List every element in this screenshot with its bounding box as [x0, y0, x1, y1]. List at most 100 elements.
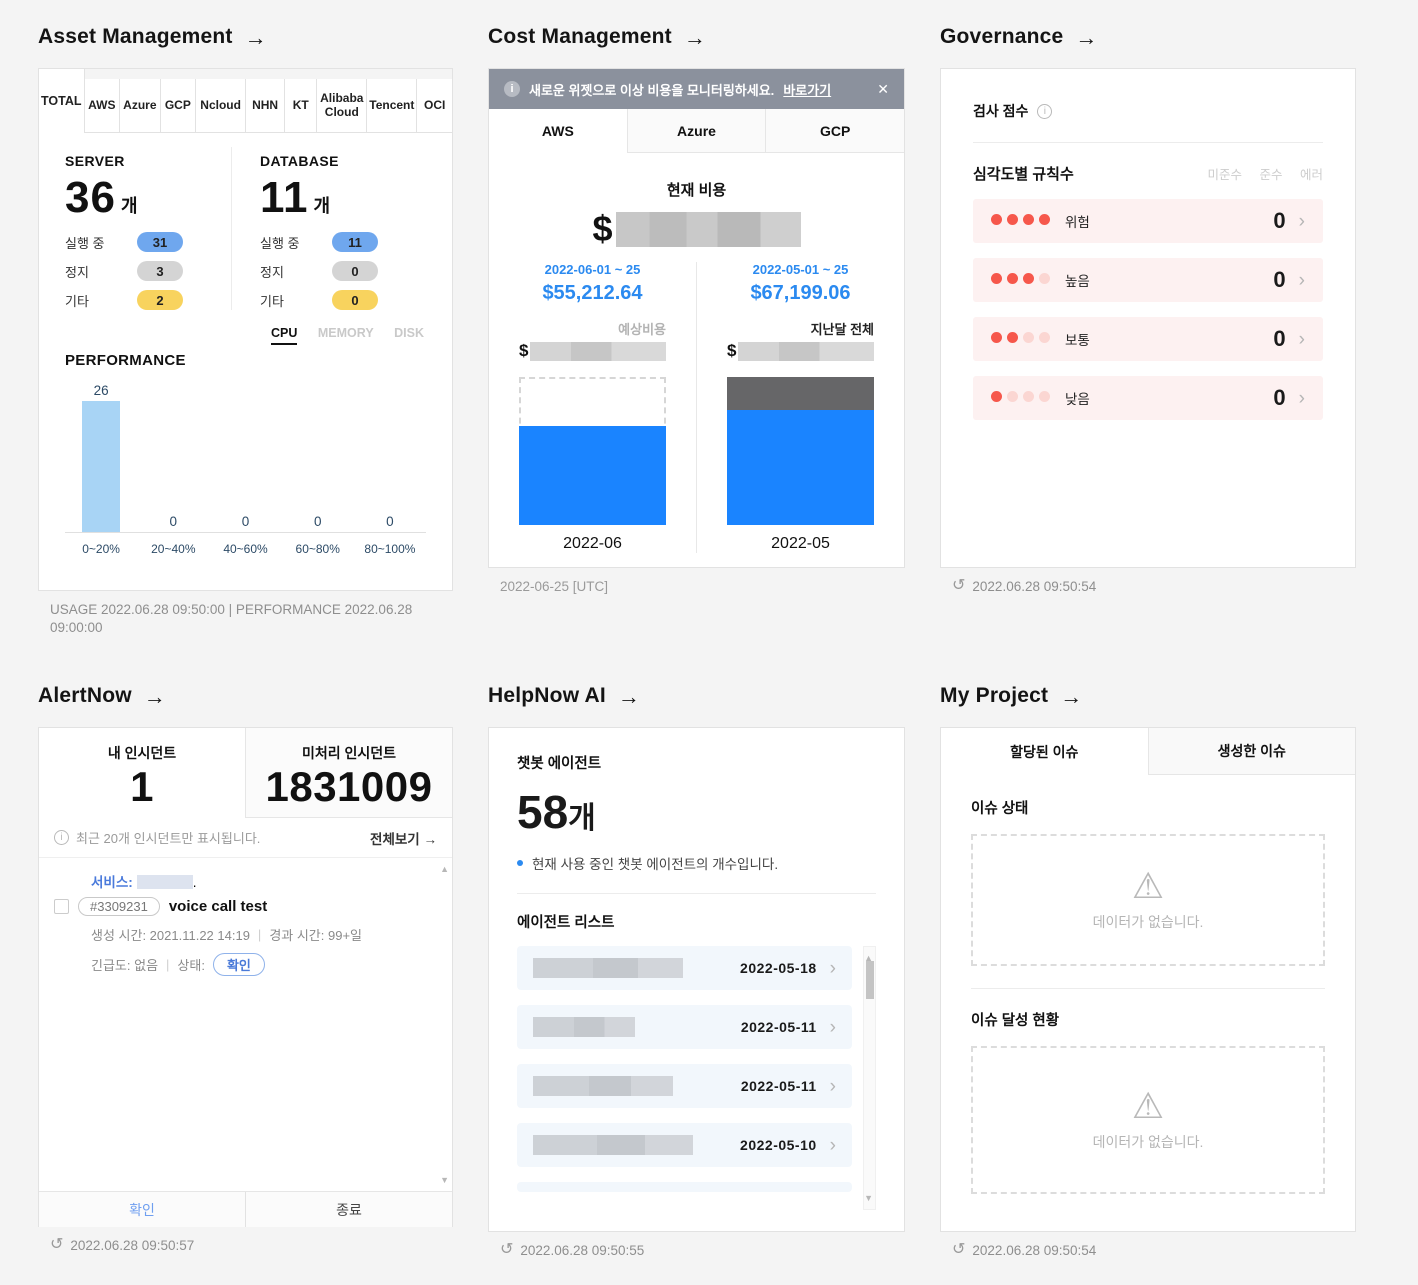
- myproject-title-text: My Project: [940, 684, 1049, 708]
- close-incident-button[interactable]: 종료: [245, 1192, 452, 1228]
- incident-list[interactable]: 서비스:. #3309231 voice call test 생성 시간: 20…: [39, 858, 452, 1193]
- chevron-right-icon: ›: [1298, 210, 1305, 232]
- database-etc-row: 기타 0: [260, 290, 426, 310]
- severity-dots: [991, 389, 1055, 407]
- severity-label: 위험: [1065, 215, 1090, 230]
- server-count: 36: [65, 173, 116, 222]
- cost-bar-gray-segment: [727, 377, 874, 410]
- tab-alibaba-cloud[interactable]: Alibaba Cloud: [317, 79, 368, 133]
- tab-disk[interactable]: DISK: [394, 326, 424, 340]
- view-all-link[interactable]: 전체보기 →: [370, 831, 437, 847]
- confirm-button[interactable]: 확인: [129, 1201, 155, 1218]
- tab-oci[interactable]: OCI: [417, 79, 452, 133]
- tab-aws[interactable]: AWS: [489, 109, 627, 153]
- widget-my-project: My Project → 할당된 이슈 생성한 이슈 이슈 상태 ⚠ 데이터가 …: [940, 673, 1356, 1260]
- tab-my-incidents[interactable]: 내 인시던트 1: [39, 728, 245, 819]
- agent-list-item[interactable]: 2022-05-11 ›: [517, 1064, 852, 1109]
- redacted-agent-name: [533, 1135, 693, 1156]
- tab-kt[interactable]: KT: [285, 79, 318, 133]
- agent-list-item[interactable]: 2022-05-18 ›: [517, 946, 852, 991]
- incident-item[interactable]: 서비스:. #3309231 voice call test 생성 시간: 20…: [39, 858, 452, 977]
- perf-bar-value: 0: [386, 514, 394, 529]
- chevron-right-icon: ›: [829, 957, 836, 979]
- tab-cpu[interactable]: CPU: [271, 326, 298, 345]
- incident-checkbox[interactable]: [54, 899, 69, 915]
- perf-x-label: 60~80%: [295, 542, 340, 556]
- scrollbar-down-arrow[interactable]: ▼: [440, 1175, 449, 1186]
- agent-list-item-partial[interactable]: [517, 1182, 852, 1193]
- helpnow-title-link[interactable]: HelpNow AI →: [488, 681, 905, 711]
- incident-title[interactable]: voice call test: [168, 898, 268, 916]
- redacted-agent-name: [533, 958, 683, 979]
- tab-nhn[interactable]: NHN: [246, 79, 286, 133]
- helpnow-footer-timestamp: ↺ 2022.06.28 09:50:55: [488, 1242, 905, 1260]
- refresh-icon[interactable]: ↺: [952, 1241, 966, 1259]
- close-icon[interactable]: ✕: [877, 80, 889, 97]
- warning-icon: ⚠: [1131, 1085, 1165, 1127]
- issue-progress-label: 이슈 달성 현황: [971, 1013, 1060, 1030]
- tab-azure[interactable]: Azure: [120, 79, 161, 133]
- incident-created-time: 생성 시간: 2021.11.22 14:19: [91, 928, 250, 944]
- inspection-score-row: 검사 점수 i: [973, 101, 1323, 121]
- scrollbar-up-arrow[interactable]: ▲: [864, 953, 873, 964]
- tab-aws[interactable]: AWS: [84, 79, 121, 133]
- scrollbar-thumb[interactable]: [866, 961, 874, 1000]
- divider: [517, 893, 876, 895]
- agent-list-item[interactable]: 2022-05-10 ›: [517, 1123, 852, 1168]
- severity-count: 0: [1273, 385, 1286, 410]
- tab-assigned-issues[interactable]: 할당된 이슈: [941, 728, 1148, 776]
- myproject-title-link[interactable]: My Project →: [940, 681, 1356, 711]
- asset-title-link[interactable]: Asset Management →: [38, 22, 453, 52]
- tab-unresolved-incidents[interactable]: 미처리 인시던트 1831009: [245, 728, 452, 819]
- severity-dot-faded: [1039, 391, 1050, 402]
- asset-card: TOTAL AWS Azure GCP Ncloud NHN KT Alibab…: [38, 68, 453, 591]
- chevron-right-icon: ›: [1298, 387, 1305, 409]
- alertnow-title-link[interactable]: AlertNow →: [38, 681, 453, 711]
- perf-bar-column: 0: [137, 383, 209, 532]
- severity-count: 0: [1273, 267, 1286, 292]
- governance-title-text: Governance: [940, 25, 1064, 48]
- incident-status-chip[interactable]: 확인: [212, 953, 265, 977]
- scrollbar[interactable]: ▲ ▼: [863, 946, 876, 1211]
- severity-row-low[interactable]: 낮음 0 ›: [973, 376, 1323, 420]
- severity-dot-filled: [991, 391, 1002, 402]
- refresh-icon[interactable]: ↺: [952, 577, 966, 594]
- tab-ncloud[interactable]: Ncloud: [196, 79, 247, 133]
- cost-period-amount: $55,212.64: [542, 282, 643, 304]
- agent-list[interactable]: 2022-05-18 › 2022-05-11 › 2022-05-11 › 2…: [517, 946, 876, 1211]
- tab-memory[interactable]: MEMORY: [317, 326, 374, 340]
- arrow-right-icon: →: [617, 683, 641, 709]
- arrow-right-icon: →: [683, 24, 707, 50]
- expected-cost-label: 예상비용: [618, 322, 666, 337]
- refresh-icon[interactable]: ↺: [50, 1236, 64, 1254]
- severity-row-high[interactable]: 높음 0 ›: [973, 258, 1323, 302]
- incident-notice-row: i 최근 20개 인시던트만 표시됩니다. 전체보기 →: [39, 818, 452, 859]
- severity-dot-filled: [991, 332, 1002, 343]
- severity-count: 0: [1273, 208, 1286, 233]
- severity-dot-filled: [1007, 273, 1018, 284]
- myproject-body: 이슈 상태 ⚠ 데이터가 없습니다. 이슈 달성 현황 ⚠ 데이터가 없습니다.: [941, 775, 1355, 1195]
- severity-row-medium[interactable]: 보통 0 ›: [973, 317, 1323, 361]
- scrollbar-up-arrow[interactable]: ▲: [440, 864, 449, 875]
- tab-azure[interactable]: Azure: [626, 109, 766, 153]
- tab-gcp[interactable]: GCP: [765, 109, 905, 153]
- tab-total[interactable]: TOTAL: [39, 69, 85, 133]
- scrollbar-down-arrow[interactable]: ▼: [864, 1193, 873, 1204]
- database-summary: DATABASE 11 개 실행 중 11 정지 0: [231, 147, 426, 310]
- governance-title-link[interactable]: Governance →: [940, 22, 1356, 52]
- perf-bar-value: 0: [313, 514, 322, 529]
- cost-title-link[interactable]: Cost Management →: [488, 22, 905, 52]
- info-icon[interactable]: i: [1037, 103, 1053, 119]
- severity-row-critical[interactable]: 위험 0 ›: [973, 199, 1323, 243]
- myproject-footer-text: 2022.06.28 09:50:54: [972, 1243, 1097, 1259]
- tab-created-issues[interactable]: 생성한 이슈: [1147, 728, 1355, 776]
- server-etc-row: 기타 2: [65, 290, 231, 310]
- agent-list-item[interactable]: 2022-05-11 ›: [517, 1005, 852, 1050]
- tab-tencent[interactable]: Tencent: [367, 79, 418, 133]
- banner-shortcut-link[interactable]: 바로가기: [783, 82, 832, 98]
- tab-gcp[interactable]: GCP: [160, 79, 197, 133]
- asset-footer-timestamp: USAGE 2022.06.28 09:50:00 | PERFORMANCE …: [38, 601, 453, 637]
- redacted-amount: [530, 341, 666, 361]
- helpnow-title-text: HelpNow AI: [488, 684, 606, 708]
- refresh-icon[interactable]: ↺: [500, 1241, 514, 1259]
